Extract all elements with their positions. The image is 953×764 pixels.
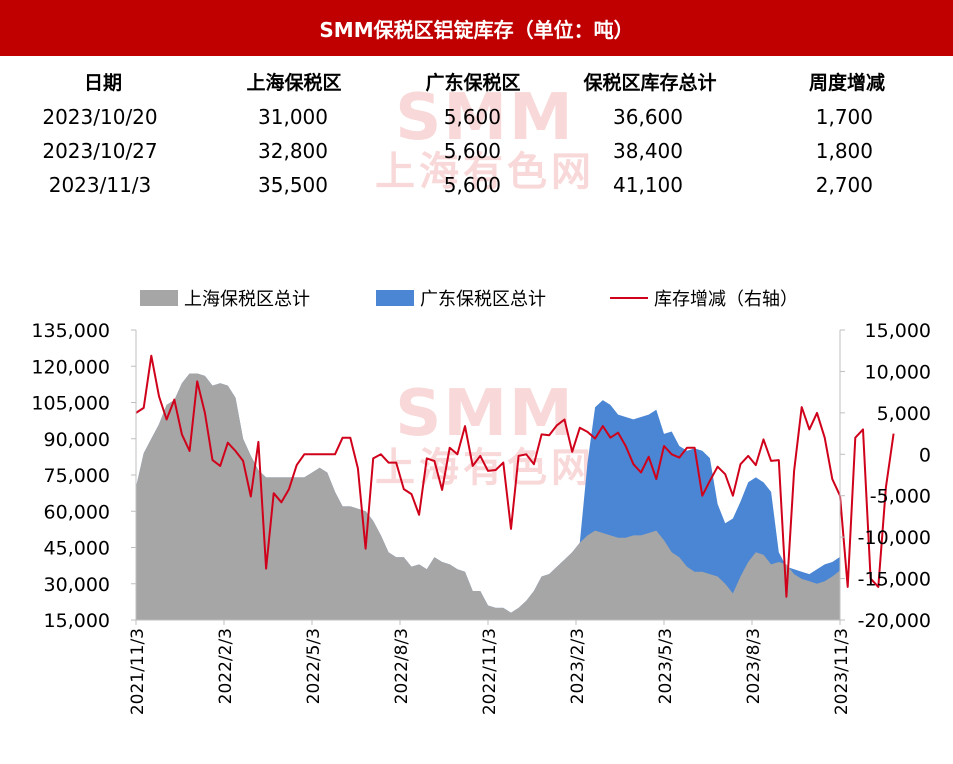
cell-guangdong: 5,600	[443, 173, 501, 197]
cell-date: 2023/11/3	[48, 173, 152, 197]
cell-shanghai: 35,500	[258, 173, 328, 197]
cell-total: 36,600	[613, 105, 683, 129]
left-tick-label: 105,000	[31, 393, 110, 415]
left-tick-label: 120,000	[31, 356, 110, 378]
header-weekly-change: 周度增减	[808, 72, 886, 94]
cell-weekly-change: 1,700	[815, 105, 873, 129]
chart-title: SMM保税区铝锭库存（单位：吨）	[0, 0, 953, 56]
right-tick-label: -5,000	[870, 486, 931, 508]
table-header: 日期 上海保税区 广东保税区 保税区库存总计 周度增减	[0, 66, 953, 100]
right-tick-label: -15,000	[858, 569, 931, 591]
legend-label-shanghai: 上海保税区总计	[184, 289, 310, 310]
left-tick-label: 30,000	[44, 574, 110, 596]
header-total: 保税区库存总计	[583, 72, 717, 94]
left-tick-label: 45,000	[44, 538, 110, 560]
inventory-table: 日期 上海保税区 广东保税区 保税区库存总计 周度增减 2023/10/20 3…	[0, 66, 953, 202]
x-tick-label: 2022/11/3	[480, 628, 500, 715]
cell-weekly-change: 1,800	[815, 139, 873, 163]
left-tick-label: 75,000	[44, 465, 110, 487]
cell-shanghai: 32,800	[258, 139, 328, 163]
cell-date: 2023/10/20	[42, 105, 158, 129]
legend-label-guangdong: 广东保税区总计	[420, 289, 546, 310]
header-shanghai: 上海保税区	[246, 72, 342, 94]
right-tick-label: 15,000	[865, 320, 931, 342]
chart-legend: 上海保税区总计 广东保税区总计 库存增减（右轴）	[140, 289, 798, 310]
x-tick-label: 2023/8/3	[744, 628, 764, 704]
right-tick-label: -20,000	[858, 610, 931, 632]
cell-weekly-change: 2,700	[815, 173, 873, 197]
legend-label-change: 库存增减（右轴）	[654, 289, 798, 310]
table-row: 2023/11/3 35,500 5,600 41,100 2,700	[0, 168, 953, 202]
x-tick-label: 2022/8/3	[392, 628, 412, 704]
header-date: 日期	[83, 72, 123, 94]
x-tick-label: 2022/2/3	[216, 628, 236, 704]
cell-shanghai: 31,000	[258, 105, 328, 129]
left-tick-label: 135,000	[31, 320, 110, 342]
series-line-change	[135, 354, 895, 598]
header-guangdong: 广东保税区	[425, 72, 521, 94]
x-tick-label: 2023/5/3	[656, 628, 676, 704]
right-tick-label: 10,000	[865, 361, 931, 383]
left-tick-label: 60,000	[44, 501, 110, 523]
legend-swatch-shanghai	[140, 290, 178, 306]
cell-total: 41,100	[613, 173, 683, 197]
cell-date: 2023/10/27	[42, 139, 158, 163]
left-tick-label: 90,000	[44, 429, 110, 451]
table-row: 2023/10/27 32,800 5,600 38,400 1,800	[0, 134, 953, 168]
right-tick-label: -10,000	[858, 527, 931, 549]
right-tick-label: 0	[919, 444, 931, 466]
legend-swatch-guangdong	[376, 290, 414, 306]
left-tick-label: 15,000	[44, 610, 110, 632]
x-tick-label: 2021/11/3	[128, 628, 148, 715]
series-area-shanghai	[136, 373, 840, 620]
table-row: 2023/10/20 31,000 5,600 36,600 1,700	[0, 100, 953, 134]
cell-guangdong: 5,600	[443, 105, 501, 129]
x-tick-label: 2023/11/3	[832, 628, 852, 715]
cell-total: 38,400	[613, 139, 683, 163]
x-tick-label: 2023/2/3	[568, 628, 588, 704]
cell-guangdong: 5,600	[443, 139, 501, 163]
x-tick-label: 2022/5/3	[304, 628, 324, 704]
right-tick-label: 5,000	[877, 403, 931, 425]
